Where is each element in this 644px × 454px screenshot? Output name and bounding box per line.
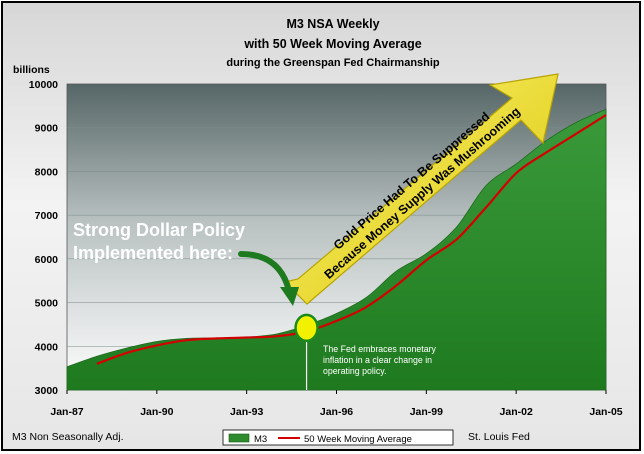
series-layer	[66, 108, 607, 391]
chart-title-line-2: with 50 Week Moving Average	[243, 37, 421, 51]
m3-area	[66, 108, 607, 391]
strong-dollar-line-1: Strong Dollar Policy	[73, 220, 245, 240]
x-tick-label: Jan-93	[230, 406, 263, 418]
fed-note-line-1: The Fed embraces monetary	[323, 344, 437, 354]
y-tick-label: 7000	[35, 210, 59, 222]
y-tick-label: 6000	[35, 254, 59, 266]
chart-title-line-1: M3 NSA Weekly	[286, 17, 379, 31]
legend: M3 50 Week Moving Average	[222, 429, 454, 446]
chart-title-line-3: during the Greenspan Fed Chairmanship	[226, 57, 440, 69]
legend-m3-swatch	[228, 433, 250, 443]
x-tick-label: Jan-87	[50, 406, 83, 418]
legend-m3-label: M3	[254, 434, 267, 445]
y-tick-label: 4000	[35, 341, 59, 353]
y-axis-ticks: 10000 9000 8000 7000 6000 5000 4000 3000	[29, 79, 58, 397]
moving-average-line	[96, 114, 607, 365]
x-axis-ticks: Jan-87 Jan-90 Jan-93 Jan-96 Jan-99 Jan-02 Jan-…	[50, 390, 623, 418]
y-unit-label: billions	[13, 64, 50, 76]
chart-svg: M3 NSA Weekly with 50 Week Moving Averag…	[12, 17, 623, 446]
source-right: St. Louis Fed	[468, 431, 530, 443]
y-tick-label: 8000	[35, 166, 59, 178]
source-left: M3 Non Seasonally Adj.	[12, 431, 123, 443]
y-tick-label: 3000	[35, 385, 59, 397]
y-tick-label: 5000	[35, 298, 59, 310]
strong-dollar-line-2: Implemented here:	[73, 243, 233, 263]
fed-note-line-3: operating policy.	[323, 366, 386, 376]
x-tick-label: Jan-02	[500, 406, 533, 418]
legend-ma-label: 50 Week Moving Average	[304, 434, 412, 445]
fed-note-line-2: inflation in a clear change in	[323, 355, 432, 365]
policy-change-marker	[294, 313, 319, 343]
x-tick-label: Jan-90	[140, 406, 173, 418]
green-pointer-arrow	[238, 251, 299, 306]
y-tick-label: 10000	[29, 79, 58, 91]
x-tick-label: Jan-05	[589, 406, 622, 418]
x-tick-label: Jan-96	[320, 406, 353, 418]
x-tick-label: Jan-99	[410, 406, 443, 418]
y-tick-label: 9000	[35, 123, 59, 135]
